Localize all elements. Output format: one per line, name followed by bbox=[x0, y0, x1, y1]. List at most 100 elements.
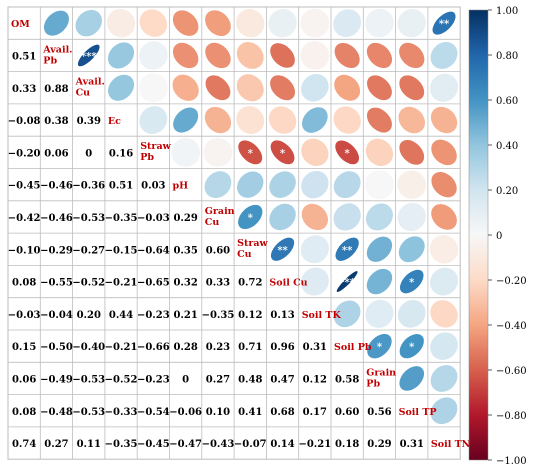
correlation-ellipse bbox=[300, 8, 330, 38]
correlation-value: 0.71 bbox=[238, 342, 262, 353]
significance-mark: * bbox=[409, 342, 415, 353]
correlation-ellipse bbox=[432, 11, 456, 35]
correlation-ellipse bbox=[139, 9, 168, 37]
correlation-value: −0.21 bbox=[105, 342, 138, 353]
correlation-ellipse bbox=[430, 106, 458, 134]
correlation-ellipse bbox=[336, 271, 358, 293]
colorbar-tick-label: −0.60 bbox=[496, 366, 527, 377]
correlation-value: −0.35 bbox=[105, 439, 138, 450]
correlation-ellipse bbox=[334, 42, 360, 69]
correlation-value: 0.28 bbox=[173, 342, 197, 353]
variable-label: Soil TN bbox=[431, 439, 471, 450]
correlation-value: 0.31 bbox=[303, 342, 327, 353]
significance-mark: ** bbox=[277, 245, 288, 256]
significance-mark: * bbox=[280, 148, 286, 159]
correlation-value: −0.53 bbox=[72, 374, 105, 385]
correlation-ellipse bbox=[108, 74, 135, 101]
correlation-ellipse bbox=[77, 44, 100, 67]
correlation-ellipses bbox=[43, 8, 459, 425]
correlation-ellipse bbox=[365, 203, 393, 231]
significance-mark: * bbox=[248, 148, 254, 159]
significance-marks: ****** * **** ***** ** * bbox=[81, 19, 450, 353]
colorbar-tick-label: 0.40 bbox=[496, 141, 518, 152]
correlation-ellipse bbox=[399, 334, 424, 359]
colorbar-tick-label: 1.00 bbox=[496, 6, 518, 17]
correlation-value: 0.35 bbox=[173, 245, 197, 256]
correlation-value: −0.35 bbox=[105, 213, 138, 224]
colorbar-ticks: 1.00 0.80 0.60 0.40 0.20 0 −0.20 −0.40 −0.60 −0.8… bbox=[488, 6, 527, 467]
correlation-value: 0.06 bbox=[12, 374, 36, 385]
correlation-ellipse bbox=[173, 107, 199, 133]
correlation-value: 0.48 bbox=[238, 374, 262, 385]
correlation-value: −0.52 bbox=[72, 278, 105, 289]
correlation-value: 0.12 bbox=[303, 374, 327, 385]
correlation-value: 0.74 bbox=[12, 439, 36, 450]
variable-label: Grain Cu bbox=[205, 206, 235, 228]
variable-label: Soil TK bbox=[302, 310, 342, 321]
correlation-value: −0.29 bbox=[40, 245, 73, 256]
correlation-ellipse bbox=[430, 41, 458, 69]
correlation-value: −0.66 bbox=[137, 342, 170, 353]
correlation-value: 0.15 bbox=[12, 342, 36, 353]
correlation-ellipse bbox=[366, 236, 393, 262]
correlation-value: 0.10 bbox=[206, 407, 230, 418]
correlation-value: −0.54 bbox=[137, 407, 170, 418]
correlation-ellipse bbox=[431, 139, 457, 166]
colorbar-tick-label: −1.00 bbox=[496, 456, 527, 467]
variable-label: Soil TP bbox=[399, 407, 437, 418]
correlation-ellipse bbox=[399, 42, 425, 69]
correlation-ellipse bbox=[333, 203, 361, 231]
correlation-value: −0.04 bbox=[40, 310, 73, 321]
correlation-ellipse bbox=[300, 235, 329, 264]
correlation-ellipse bbox=[397, 170, 427, 199]
correlation-value: 0.31 bbox=[400, 439, 424, 450]
correlation-ellipse bbox=[172, 74, 199, 101]
correlation-value: 0.29 bbox=[367, 439, 391, 450]
correlation-ellipse bbox=[301, 203, 329, 231]
correlation-ellipse bbox=[238, 140, 263, 165]
correlation-ellipse bbox=[203, 137, 233, 167]
correlation-value: −0.45 bbox=[8, 181, 41, 192]
correlation-ellipse bbox=[238, 204, 263, 230]
correlation-value: 0.29 bbox=[173, 213, 197, 224]
correlation-ellipse bbox=[171, 137, 201, 167]
correlation-ellipse bbox=[365, 138, 394, 166]
correlation-ellipse bbox=[366, 42, 393, 69]
correlation-value: −0.43 bbox=[202, 439, 235, 450]
correlation-ellipse bbox=[75, 9, 102, 37]
correlation-value: 0.03 bbox=[141, 181, 165, 192]
variable-label: Soil Pb bbox=[334, 342, 372, 353]
significance-mark: * bbox=[345, 148, 351, 159]
correlation-value: 0.51 bbox=[109, 181, 133, 192]
correlation-value: 0.20 bbox=[77, 310, 101, 321]
correlation-value: −0.23 bbox=[137, 310, 170, 321]
correlation-ellipse bbox=[236, 9, 265, 38]
correlation-ellipse bbox=[205, 75, 231, 101]
significance-mark: * bbox=[377, 342, 383, 353]
correlation-ellipse bbox=[397, 8, 426, 38]
colorbar-tick-label: −0.40 bbox=[496, 321, 527, 332]
correlation-ellipse bbox=[270, 237, 295, 261]
correlation-ellipse bbox=[430, 332, 458, 360]
correlation-ellipse bbox=[301, 73, 329, 102]
correlation-value: 0.60 bbox=[206, 245, 230, 256]
correlation-ellipse bbox=[365, 8, 394, 38]
correlation-ellipse bbox=[399, 269, 424, 294]
correlation-value: 0.27 bbox=[44, 439, 68, 450]
correlation-value: 0.60 bbox=[335, 407, 359, 418]
correlation-ellipse bbox=[301, 138, 329, 166]
correlation-value: 0.27 bbox=[206, 374, 230, 385]
correlation-value: −0.27 bbox=[72, 245, 105, 256]
significance-mark: *** bbox=[81, 51, 97, 62]
correlation-value: −0.55 bbox=[40, 278, 73, 289]
correlation-value: −0.21 bbox=[105, 278, 138, 289]
correlation-value: 0.33 bbox=[206, 278, 230, 289]
correlation-value: −0.65 bbox=[137, 278, 170, 289]
variable-label: Ec bbox=[108, 116, 121, 127]
correlation-ellipse bbox=[301, 170, 329, 199]
significance-mark: * bbox=[409, 278, 415, 289]
correlation-values: 0.510.33 0.88−0.08 0.38 0.39−0.20 0.06 0 0.16−… bbox=[8, 51, 424, 450]
correlation-value: 0.16 bbox=[109, 148, 133, 159]
correlation-value: −0.36 bbox=[72, 181, 105, 192]
